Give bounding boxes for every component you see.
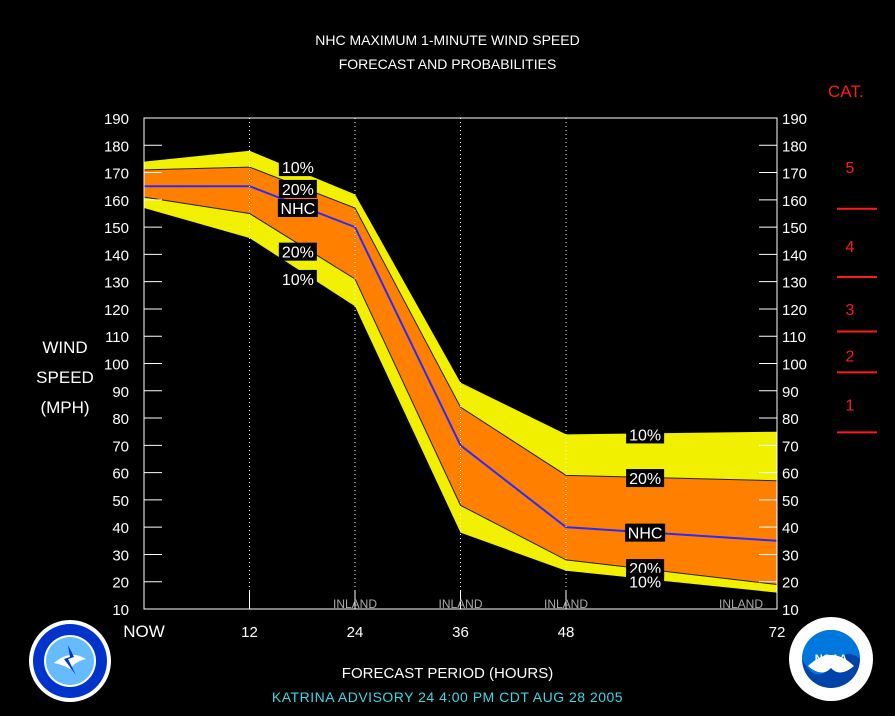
x-tick-label: NOW — [123, 622, 165, 641]
y-tick-label-left: 30 — [112, 547, 129, 564]
category-scale: 5 4 3 2 1 — [837, 160, 877, 434]
band-label-box — [626, 572, 665, 591]
band-label: 10% — [282, 160, 314, 177]
y-tick-label-left: 40 — [112, 520, 129, 537]
category-label-4: 4 — [846, 239, 855, 256]
y-tick-label-left: 150 — [104, 220, 129, 237]
band-label-box — [277, 199, 318, 218]
band-label-box — [278, 242, 317, 261]
band-edge-lower-20 — [143, 196, 778, 585]
y-tick-label-right: 40 — [782, 520, 799, 537]
y-tick-label-right: 100 — [782, 357, 807, 374]
y-axis-label-speed: SPEED — [36, 368, 94, 387]
category-label-2: 2 — [846, 348, 855, 365]
category-label-3: 3 — [846, 302, 855, 319]
y-tick-label-left: 20 — [112, 575, 129, 592]
y-axis-label-units: (MPH) — [40, 398, 90, 417]
band-label: NHC — [628, 526, 663, 543]
y-tick-label-right: 80 — [782, 411, 799, 428]
inland-marker-label: INLAND — [333, 597, 377, 611]
y-tick-label-left: 120 — [104, 302, 129, 319]
noaa-logo-text: NOAA — [815, 653, 847, 665]
y-tick-label-right: 170 — [782, 166, 807, 183]
band-label-box — [278, 179, 317, 198]
chart-title-line-2: FORECAST AND PROBABILITIES — [338, 56, 557, 72]
y-tick-label-right: 20 — [782, 575, 799, 592]
y-tick-label-left: 90 — [112, 384, 129, 401]
band-label-box — [626, 559, 665, 578]
y-tick-label-left: 180 — [104, 138, 129, 155]
y-tick-label-right: 10 — [782, 602, 799, 619]
inland-marker-label: INLAND — [544, 597, 588, 611]
y-tick-label-right: 60 — [782, 466, 799, 483]
band-label-box — [626, 469, 665, 488]
y-tick-label-left: 10 — [112, 602, 129, 619]
band-label: 20% — [282, 182, 314, 199]
band-label-box — [626, 425, 665, 444]
band-label: 20% — [629, 471, 661, 488]
y-tick-label-right: 190 — [782, 111, 807, 128]
y-tick-label-left: 130 — [104, 275, 129, 292]
x-tick-label: 24 — [347, 624, 364, 641]
y-tick-label-left: 170 — [104, 166, 129, 183]
advisory-line: KATRINA ADVISORY 24 4:00 PM CDT AUG 28 2… — [271, 689, 624, 705]
y-tick-label-left: 70 — [112, 438, 129, 455]
band-label: 10% — [629, 427, 661, 444]
band-label-box — [278, 158, 317, 177]
y-tick-label-right: 50 — [782, 493, 799, 510]
x-tick-label: 72 — [769, 624, 786, 641]
y-tick-label-left: 160 — [104, 193, 129, 210]
band-20-percent — [144, 167, 777, 585]
nhc-forecast-line — [144, 185, 778, 542]
plot-frame — [143, 117, 778, 610]
y-tick-label-right: 120 — [782, 302, 807, 319]
category-title: CAT. — [828, 82, 864, 101]
chart-title-line-1: NHC MAXIMUM 1-MINUTE WIND SPEED — [315, 32, 580, 48]
y-tick-label-right: 70 — [782, 438, 799, 455]
x-tick-label: 36 — [452, 624, 469, 641]
inland-marker-label: INLAND — [438, 597, 482, 611]
y-tick-label-right: 110 — [782, 329, 806, 346]
inland-marker-label: INLAND — [719, 597, 763, 611]
y-axis-label-wind: WIND — [42, 338, 88, 357]
noaa-logo-icon: NOAA — [789, 617, 873, 701]
band-label: 10% — [629, 575, 661, 592]
axis-ticks: 10 10 20 20 30 30 40 40 50 50 60 60 70 70 80 80 90 90 100 1… — [104, 111, 807, 641]
y-tick-label-left: 110 — [105, 329, 129, 346]
x-tick-label: 12 — [241, 624, 258, 641]
band-label-box — [278, 269, 317, 288]
y-tick-label-left: 60 — [112, 466, 129, 483]
band-label: 10% — [282, 272, 314, 289]
y-tick-label-left: 140 — [104, 247, 129, 264]
x-axis-title: FORECAST PERIOD (HOURS) — [341, 665, 554, 682]
y-tick-label-left: 190 — [104, 111, 129, 128]
y-tick-label-right: 180 — [782, 138, 807, 155]
y-tick-label-right: 130 — [782, 275, 807, 292]
y-tick-label-left: 50 — [112, 493, 129, 510]
y-tick-label-right: 140 — [782, 247, 807, 264]
band-label: NHC — [281, 201, 316, 218]
probability-bands — [143, 150, 778, 593]
y-tick-label-right: 30 — [782, 547, 799, 564]
y-tick-label-left: 80 — [112, 411, 129, 428]
band-label: 20% — [282, 245, 314, 262]
band-label-box — [625, 523, 666, 542]
category-label-5: 5 — [846, 160, 855, 177]
category-label-1: 1 — [846, 397, 855, 414]
band-edge-upper-20 — [143, 166, 778, 482]
x-tick-label: 48 — [558, 624, 575, 641]
y-tick-label-right: 90 — [782, 384, 799, 401]
y-tick-label-right: 150 — [782, 220, 807, 237]
nws-logo-icon: NATIONAL WEATHER SERVICE — [29, 620, 111, 702]
y-tick-label-right: 160 — [782, 193, 807, 210]
y-tick-label-left: 100 — [104, 357, 129, 374]
